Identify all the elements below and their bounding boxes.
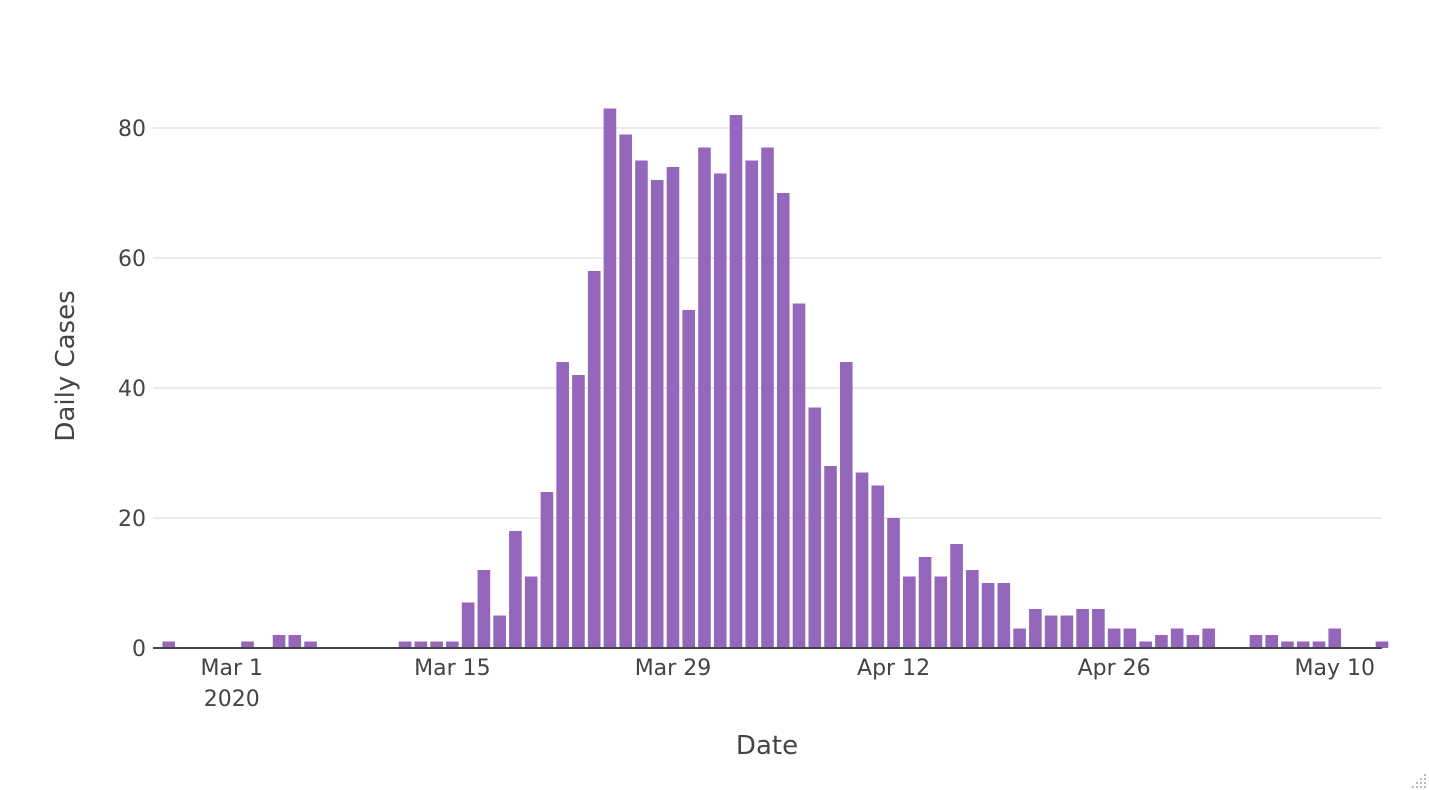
bar[interactable] xyxy=(619,134,632,649)
resize-dot xyxy=(1416,782,1418,784)
bar[interactable] xyxy=(1312,641,1326,649)
bar[interactable] xyxy=(1249,635,1263,648)
bar[interactable] xyxy=(776,193,790,648)
bar[interactable] xyxy=(1281,641,1294,649)
bar[interactable] xyxy=(1170,628,1184,649)
x-tick-label: May 10 xyxy=(1294,656,1374,681)
bar[interactable] xyxy=(509,531,522,648)
bar[interactable] xyxy=(288,635,302,648)
bar[interactable] xyxy=(824,466,837,648)
bar[interactable] xyxy=(241,641,254,649)
resize-dot xyxy=(1424,778,1426,780)
bar[interactable] xyxy=(761,147,774,649)
bar[interactable] xyxy=(635,160,648,649)
bar[interactable] xyxy=(1155,635,1168,648)
bar[interactable] xyxy=(1107,628,1121,649)
x-tick-label: Apr 26 xyxy=(1078,656,1151,681)
bar[interactable] xyxy=(808,407,822,649)
y-tick-label: 20 xyxy=(118,507,146,532)
bar[interactable] xyxy=(477,570,491,648)
x-axis-ticks: Mar 1 2020 Mar 15 Mar 29 Apr 12 Apr 26 May 10 xyxy=(201,656,1375,712)
bar[interactable] xyxy=(556,362,569,648)
y-tick-label: 40 xyxy=(118,377,146,402)
bar[interactable] xyxy=(587,271,601,648)
bar[interactable] xyxy=(650,180,664,648)
bar[interactable] xyxy=(871,485,885,649)
y-tick-label: 80 xyxy=(118,117,146,142)
bar[interactable] xyxy=(698,147,711,649)
bar[interactable] xyxy=(1123,628,1137,649)
bar[interactable] xyxy=(887,518,900,648)
bar[interactable] xyxy=(1139,641,1152,649)
bar[interactable] xyxy=(713,173,727,649)
bar[interactable] xyxy=(839,362,853,648)
bar[interactable] xyxy=(461,602,475,649)
bar[interactable] xyxy=(1013,628,1026,649)
x-tick-year-label: 2020 xyxy=(204,687,260,712)
bar[interactable] xyxy=(950,544,963,648)
x-tick-label: Mar 29 xyxy=(635,656,712,681)
resize-dot xyxy=(1424,774,1426,776)
bar[interactable] xyxy=(1296,641,1310,649)
bar[interactable] xyxy=(162,641,176,649)
bar[interactable] xyxy=(572,375,585,648)
bar[interactable] xyxy=(981,583,995,648)
resize-dot xyxy=(1412,786,1414,788)
x-tick-label: Mar 1 xyxy=(201,656,264,681)
bar[interactable] xyxy=(493,615,506,649)
y-axis-title: Daily Cases xyxy=(51,290,81,441)
bar[interactable] xyxy=(855,472,869,649)
bar[interactable] xyxy=(398,641,412,649)
bar[interactable] xyxy=(666,167,680,648)
y-tick-label: 60 xyxy=(118,247,146,272)
x-axis-title: Date xyxy=(736,731,798,761)
resize-dot xyxy=(1420,786,1422,788)
resize-handle-icon[interactable] xyxy=(1412,774,1426,788)
bar[interactable] xyxy=(792,303,806,649)
bar[interactable] xyxy=(1092,609,1105,648)
bar[interactable] xyxy=(934,576,948,649)
y-tick-label: 0 xyxy=(132,637,146,662)
resize-dot xyxy=(1424,786,1426,788)
bar[interactable] xyxy=(1029,609,1042,648)
bar[interactable] xyxy=(603,108,617,649)
bar[interactable] xyxy=(1328,628,1342,649)
bar[interactable] xyxy=(729,115,743,648)
bar[interactable] xyxy=(1060,615,1074,649)
bar[interactable] xyxy=(1202,628,1215,649)
bar[interactable] xyxy=(446,641,459,649)
bar[interactable] xyxy=(1265,635,1279,648)
resize-dot xyxy=(1416,786,1418,788)
bar[interactable] xyxy=(1375,641,1389,649)
resize-dot xyxy=(1420,778,1422,780)
bar[interactable] xyxy=(540,492,554,648)
bar[interactable] xyxy=(997,583,1011,648)
bar[interactable] xyxy=(1186,635,1200,648)
x-tick-label: Mar 15 xyxy=(414,656,491,681)
bar[interactable] xyxy=(1076,609,1089,648)
bar[interactable] xyxy=(272,635,286,648)
resize-dot xyxy=(1424,782,1426,784)
bar[interactable] xyxy=(1044,615,1058,649)
bar[interactable] xyxy=(304,641,317,649)
bar[interactable] xyxy=(414,641,428,649)
bar[interactable] xyxy=(430,641,443,649)
x-tick-label: Apr 12 xyxy=(857,656,930,681)
bar[interactable] xyxy=(966,570,979,648)
bar[interactable] xyxy=(682,310,696,648)
bar[interactable] xyxy=(918,557,932,648)
bar[interactable] xyxy=(903,576,916,649)
bars xyxy=(162,108,1389,649)
bar[interactable] xyxy=(745,160,759,649)
resize-dot xyxy=(1420,782,1422,784)
bar[interactable] xyxy=(524,576,538,649)
y-axis-ticks: 0 20 40 60 80 xyxy=(118,117,146,662)
